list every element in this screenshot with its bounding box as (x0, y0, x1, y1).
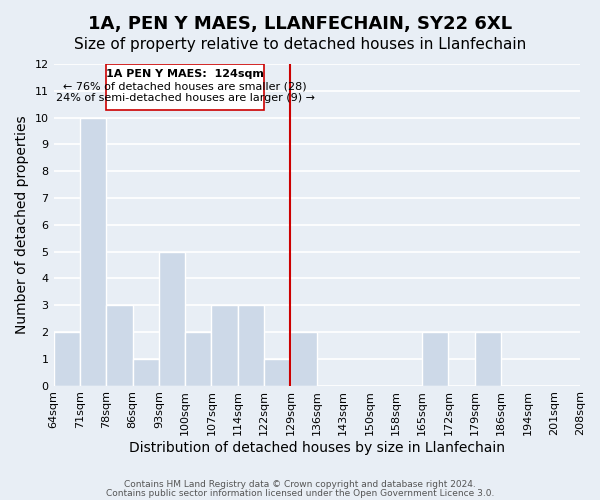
Text: ← 76% of detached houses are smaller (28): ← 76% of detached houses are smaller (28… (64, 82, 307, 92)
Bar (211, 305, 238, 386)
X-axis label: Distribution of detached houses by size in Llanfechain: Distribution of detached houses by size … (129, 441, 505, 455)
Text: 24% of semi-detached houses are larger (9) →: 24% of semi-detached houses are larger (… (56, 94, 314, 104)
Bar (422, 332, 448, 386)
Bar (238, 305, 264, 386)
Text: Contains HM Land Registry data © Crown copyright and database right 2024.: Contains HM Land Registry data © Crown c… (124, 480, 476, 489)
Bar (133, 359, 159, 386)
Bar (475, 332, 501, 386)
Bar (53, 332, 80, 386)
Bar (264, 359, 290, 386)
Bar (290, 332, 317, 386)
Text: 1A, PEN Y MAES, LLANFECHAIN, SY22 6XL: 1A, PEN Y MAES, LLANFECHAIN, SY22 6XL (88, 15, 512, 33)
Y-axis label: Number of detached properties: Number of detached properties (15, 116, 29, 334)
Text: 1A PEN Y MAES:  124sqm: 1A PEN Y MAES: 124sqm (106, 70, 264, 80)
Bar (185, 332, 211, 386)
FancyBboxPatch shape (106, 64, 264, 110)
Text: Contains public sector information licensed under the Open Government Licence 3.: Contains public sector information licen… (106, 488, 494, 498)
Bar (80, 118, 106, 386)
Bar (106, 305, 133, 386)
Text: Size of property relative to detached houses in Llanfechain: Size of property relative to detached ho… (74, 38, 526, 52)
Bar (159, 252, 185, 386)
